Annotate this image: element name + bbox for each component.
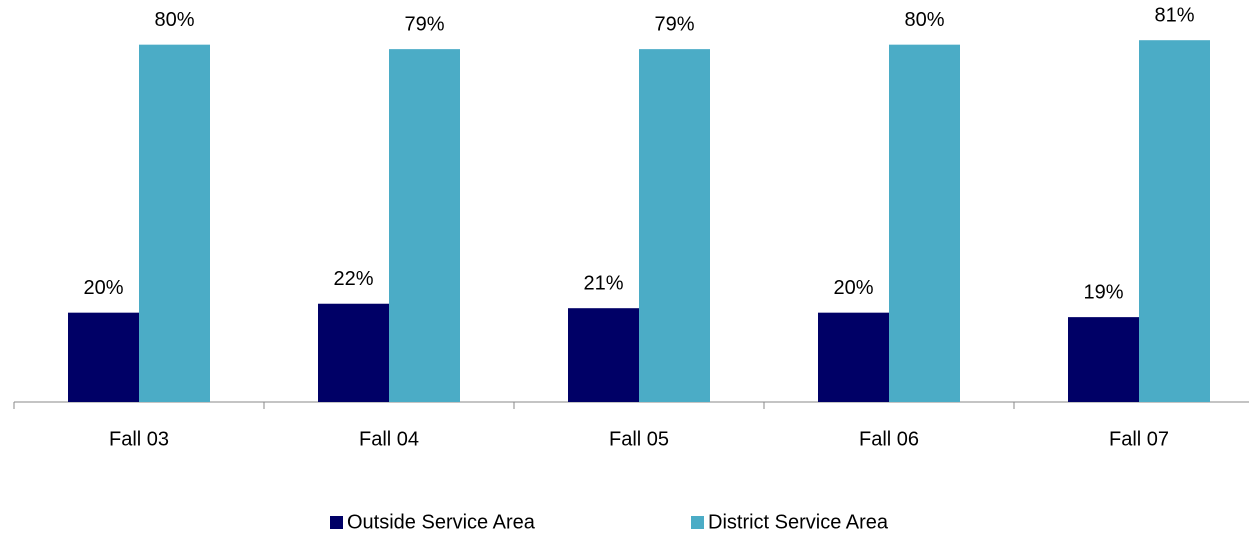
x-tick-label: Fall 04 (359, 428, 419, 450)
legend-label: Outside Service Area (347, 511, 536, 533)
bar (639, 49, 710, 403)
bar (889, 44, 960, 403)
bar (68, 312, 139, 402)
value-label: 79% (654, 13, 694, 35)
value-label: 22% (333, 268, 373, 290)
value-label: 20% (833, 277, 873, 299)
x-tick-label: Fall 05 (609, 428, 669, 450)
x-tick-label: Fall 03 (109, 428, 169, 450)
value-label: 80% (154, 9, 194, 31)
value-label: 81% (1154, 4, 1194, 26)
bar (1068, 317, 1139, 402)
value-label: 79% (404, 13, 444, 35)
legend-swatch (330, 516, 343, 529)
x-tick-label: Fall 07 (1109, 428, 1169, 450)
value-label: 20% (83, 277, 123, 299)
bar (568, 308, 639, 402)
legend-label: District Service Area (708, 511, 889, 533)
bar (139, 44, 210, 403)
bar (818, 312, 889, 402)
legend-swatch (691, 516, 704, 529)
value-label: 80% (904, 9, 944, 31)
value-label: 21% (583, 272, 623, 294)
bar (1139, 40, 1210, 402)
bar (318, 303, 389, 402)
bar (389, 49, 460, 403)
value-label: 19% (1083, 281, 1123, 303)
x-tick-label: Fall 06 (859, 428, 919, 450)
